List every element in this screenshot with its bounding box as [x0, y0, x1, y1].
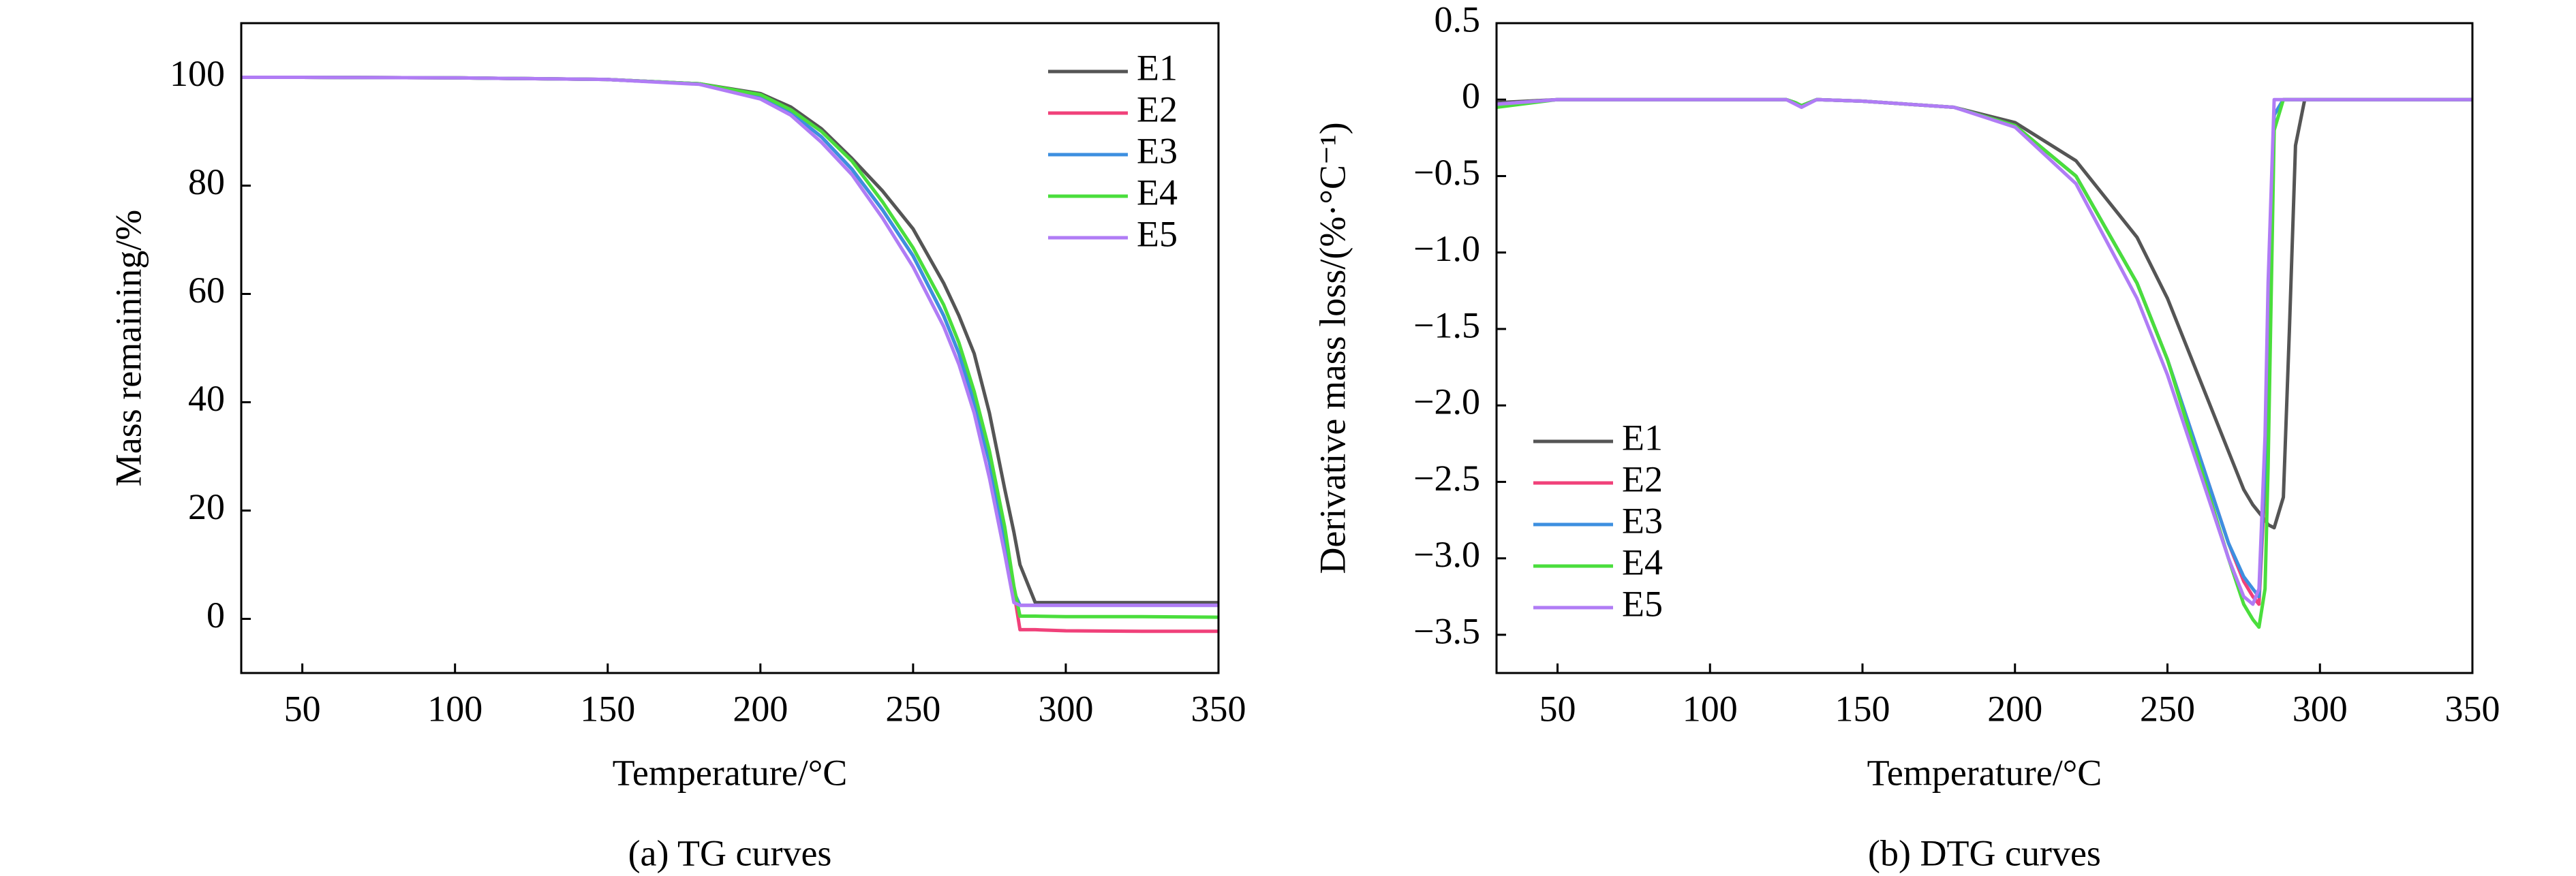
series-line — [241, 76, 1218, 633]
plot-frame — [1495, 22, 2474, 674]
y-tick-label: 0 — [206, 595, 225, 636]
x-tick-label: 250 — [885, 688, 940, 729]
series-line — [1496, 97, 2472, 606]
x-tick-label: 150 — [1835, 688, 1890, 729]
y-tick-label: 60 — [188, 270, 225, 311]
x-tick-label: 300 — [1038, 688, 1093, 729]
y-axis-label: Mass remaining/% — [108, 210, 149, 486]
legend-label: E3 — [1137, 130, 1178, 171]
y-tick-label: −1.0 — [1413, 228, 1480, 269]
y-tick-label: 0 — [1462, 76, 1480, 116]
series-line — [241, 76, 1219, 619]
y-tick-label: 80 — [188, 161, 225, 202]
y-tick-label: −3.5 — [1413, 610, 1480, 651]
x-tick-label: 150 — [580, 688, 635, 729]
plot-frame — [240, 22, 1220, 674]
legend-label: E3 — [1622, 500, 1663, 541]
x-tick-label: 250 — [2140, 688, 2195, 729]
caption: (b) DTG curves — [1868, 832, 2101, 873]
x-axis-label: Temperature/°C — [1867, 752, 2102, 793]
caption: (a) TG curves — [628, 832, 832, 873]
legend-label: E1 — [1622, 417, 1663, 458]
y-tick-label: −3.0 — [1413, 534, 1480, 575]
x-tick-label: 100 — [1683, 688, 1738, 729]
x-tick-label: 200 — [733, 688, 788, 729]
x-tick-label: 300 — [2293, 688, 2348, 729]
legend-label: E2 — [1137, 89, 1178, 129]
legend-label: E1 — [1137, 47, 1178, 88]
y-tick-label: −0.5 — [1413, 152, 1480, 193]
series-line — [241, 76, 1218, 608]
y-tick-label: 40 — [188, 378, 225, 419]
series-line — [241, 76, 1218, 608]
x-tick-label: 200 — [1987, 688, 2042, 729]
x-tick-label: 50 — [284, 688, 321, 729]
x-axis-label: Temperature/°C — [613, 752, 848, 793]
legend-label: E5 — [1137, 213, 1178, 254]
y-tick-label: 20 — [188, 486, 225, 527]
y-tick-label: −1.5 — [1413, 304, 1480, 345]
legend-label: E5 — [1622, 583, 1663, 624]
y-tick-label: −2.0 — [1413, 381, 1480, 422]
y-tick-label: −2.5 — [1413, 458, 1480, 499]
x-tick-label: 350 — [2445, 688, 2500, 729]
x-tick-label: 50 — [1539, 688, 1576, 729]
legend-label: E4 — [1622, 542, 1663, 582]
legend-label: E2 — [1622, 458, 1663, 499]
legend-label: E4 — [1137, 172, 1178, 213]
y-tick-label: 0.5 — [1435, 0, 1481, 40]
x-tick-label: 350 — [1191, 688, 1246, 729]
y-axis-label: Derivative mass loss/(%·°C⁻¹) — [1312, 122, 1353, 574]
x-tick-label: 100 — [427, 688, 482, 729]
y-tick-label: 100 — [170, 53, 225, 94]
